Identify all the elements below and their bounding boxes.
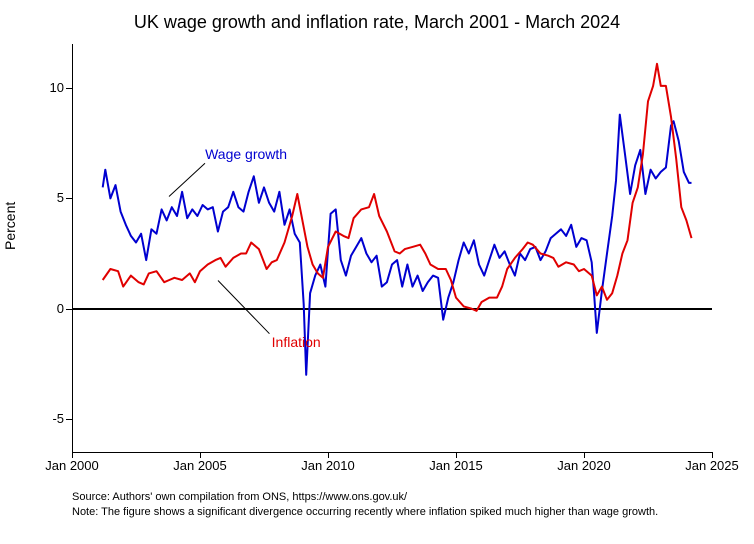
xtick-label: Jan 2025: [685, 458, 739, 473]
xtick-label: Jan 2015: [429, 458, 483, 473]
series-line-wage-growth: [103, 115, 692, 375]
source-line-2: Note: The figure shows a significant div…: [72, 505, 658, 520]
ytick: [66, 88, 72, 89]
ytick-label: 5: [34, 190, 64, 205]
ytick: [66, 198, 72, 199]
source-note: Source: Authors' own compilation from ON…: [72, 490, 658, 521]
ytick-label: -5: [34, 411, 64, 426]
source-line-1: Source: Authors' own compilation from ON…: [72, 490, 658, 505]
ytick-label: 0: [34, 301, 64, 316]
xtick-label: Jan 2000: [45, 458, 99, 473]
chart-lines-svg: [72, 44, 712, 452]
y-axis-label: Percent: [2, 202, 18, 250]
series-label-wage-growth: Wage growth: [205, 146, 287, 162]
ytick: [66, 309, 72, 310]
series-label-inflation: Inflation: [272, 334, 321, 350]
xtick-label: Jan 2020: [557, 458, 611, 473]
ytick-label: 10: [34, 80, 64, 95]
xtick-label: Jan 2010: [301, 458, 355, 473]
xtick-label: Jan 2005: [173, 458, 227, 473]
chart-title: UK wage growth and inflation rate, March…: [0, 12, 754, 33]
series-line-inflation: [103, 64, 692, 311]
ytick: [66, 419, 72, 420]
